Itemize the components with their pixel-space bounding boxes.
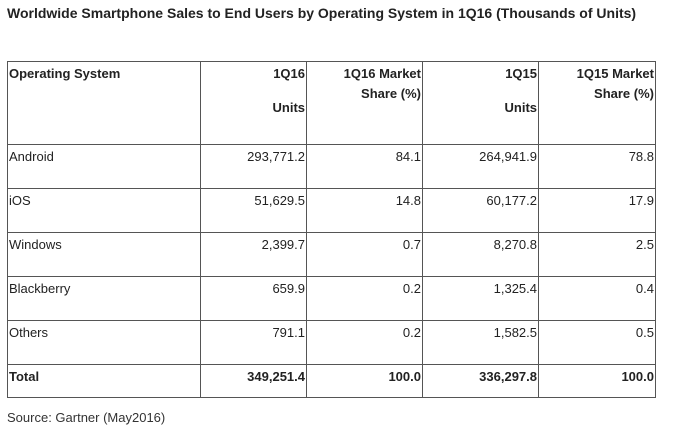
cell-units-1q16: 2,399.7 [200, 232, 307, 277]
header-1q15-units: 1Q15 Units [422, 61, 539, 145]
header-1q16-units-line1: 1Q16 [273, 66, 305, 81]
cell-units-1q16: 659.9 [200, 276, 307, 321]
cell-units-1q15: 336,297.8 [422, 364, 539, 398]
source-note: Source: Gartner (May2016) [7, 410, 166, 425]
header-1q16-units-line2: Units [272, 100, 306, 115]
table-row-others: Others 791.1 0.2 1,582.5 0.5 [7, 320, 656, 365]
cell-share-1q15: 2.5 [538, 232, 656, 277]
cell-os: Android [7, 144, 201, 189]
header-1q16-share-line1: 1Q16 Market [343, 66, 421, 81]
cell-share-1q16: 0.7 [306, 232, 423, 277]
header-1q15-share-line2: Share (%) [594, 86, 654, 101]
cell-os: Others [7, 320, 201, 365]
cell-units-1q16: 51,629.5 [200, 188, 307, 233]
cell-share-1q16: 0.2 [306, 320, 423, 365]
cell-share-1q15: 0.5 [538, 320, 656, 365]
cell-share-1q15: 0.4 [538, 276, 656, 321]
cell-share-1q16: 100.0 [306, 364, 423, 398]
header-1q15-share-line1: 1Q15 Market [576, 66, 654, 81]
cell-share-1q16: 84.1 [306, 144, 423, 189]
cell-units-1q15: 1,582.5 [422, 320, 539, 365]
cell-os: Blackberry [7, 276, 201, 321]
table-row-blackberry: Blackberry 659.9 0.2 1,325.4 0.4 [7, 276, 656, 321]
header-1q16-units: 1Q16 Units [200, 61, 307, 145]
cell-share-1q16: 0.2 [306, 276, 423, 321]
cell-units-1q15: 8,270.8 [422, 232, 539, 277]
header-gap [202, 84, 305, 98]
table-row-android: Android 293,771.2 84.1 264,941.9 78.8 [7, 144, 656, 189]
cell-units-1q16: 349,251.4 [200, 364, 307, 398]
cell-os: Total [7, 364, 201, 398]
header-1q16-share-line2: Share (%) [361, 86, 421, 101]
table-header-row: Operating System 1Q16 Units 1Q16 Market … [7, 61, 656, 145]
cell-units-1q15: 60,177.2 [422, 188, 539, 233]
cell-units-1q16: 791.1 [200, 320, 307, 365]
page-title: Worldwide Smartphone Sales to End Users … [7, 5, 637, 21]
sales-table: Operating System 1Q16 Units 1Q16 Market … [7, 61, 656, 398]
cell-units-1q16: 293,771.2 [200, 144, 307, 189]
cell-units-1q15: 1,325.4 [422, 276, 539, 321]
header-operating-system-label: Operating System [9, 66, 121, 81]
header-1q15-units-line2: Units [504, 100, 538, 115]
cell-os: iOS [7, 188, 201, 233]
header-1q15-share: 1Q15 Market Share (%) [538, 61, 656, 145]
header-1q16-share: 1Q16 Market Share (%) [306, 61, 423, 145]
cell-share-1q16: 14.8 [306, 188, 423, 233]
table-row-windows: Windows 2,399.7 0.7 8,270.8 2.5 [7, 232, 656, 277]
cell-units-1q15: 264,941.9 [422, 144, 539, 189]
header-operating-system: Operating System [7, 61, 201, 145]
table-row-total: Total 349,251.4 100.0 336,297.8 100.0 [7, 364, 656, 398]
cell-os: Windows [7, 232, 201, 277]
header-1q15-units-line1: 1Q15 [505, 66, 537, 81]
table-row-ios: iOS 51,629.5 14.8 60,177.2 17.9 [7, 188, 656, 233]
cell-share-1q15: 78.8 [538, 144, 656, 189]
cell-share-1q15: 100.0 [538, 364, 656, 398]
header-gap [424, 84, 537, 98]
cell-share-1q15: 17.9 [538, 188, 656, 233]
